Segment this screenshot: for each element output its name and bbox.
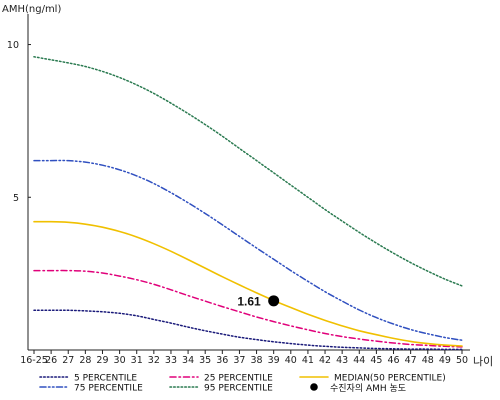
series-line-95-percentile [33,56,463,287]
series-lines [33,56,463,351]
x-tick-label: 45 [370,355,382,366]
x-tick-label: 43 [336,355,348,366]
x-tick-label: 35 [199,355,211,366]
y-axis-title: AMH(ng/ml) [2,4,61,15]
x-tick-label: 29 [96,355,108,366]
x-tick-label: 41 [302,355,314,366]
patient-amh-point [268,295,280,307]
series-line-25-percentile [33,269,463,348]
y-ticks: 5 10 [7,40,31,204]
series-line-5-percentile [33,309,463,351]
series-line-median-50-percentile [33,220,463,347]
legend-label-95-percentile: 95 PERCENTILE [204,384,273,394]
x-tick-label: 42 [319,355,331,366]
x-tick-label: 40 [285,355,297,366]
x-tick-label: 27 [62,355,74,366]
legend-label-5-percentile: 5 PERCENTILE [74,374,137,384]
legend-swatch-patient-amh [310,383,318,391]
x-tick-label: 26 [45,355,57,366]
x-tick-label: 50 [456,355,468,366]
patient-marker: 1.61 [237,294,280,308]
x-tick-label: 33 [165,355,177,366]
x-tick-label: 39 [268,355,280,366]
x-tick-label: 32 [148,355,160,366]
x-tick-label: 44 [353,355,365,366]
x-tick-label: 31 [131,355,143,366]
x-tick-label: 36 [216,355,228,366]
legend-label-median-50-percentile: MEDIAN(50 PERCENTILE) [334,374,446,384]
y-tick-label: 10 [7,40,19,51]
legend-label-75-percentile: 75 PERCENTILE [74,384,143,394]
chart-axes [27,14,470,351]
x-tick-label: 47 [405,355,417,366]
x-tick-label: 46 [387,355,399,366]
x-tick-label: 30 [114,355,126,366]
x-axis-title: 나이 [473,355,493,368]
y-tick-label: 5 [13,193,19,204]
legend-label-patient-amh: 수진자의 AMH 농도 [330,383,406,394]
x-tick-label: 28 [79,355,91,366]
x-tick-label: 49 [439,355,451,366]
x-tick-label: 16-25 [20,355,48,366]
x-tick-label: 38 [251,355,263,366]
x-tick-label: 48 [422,355,434,366]
x-tick-label: 37 [233,355,245,366]
series-line-75-percentile [33,159,463,341]
legend: 5 PERCENTILE 25 PERCENTILE MEDIAN(50 PERCE… [39,374,446,394]
legend-label-25-percentile: 25 PERCENTILE [204,374,273,384]
patient-amh-value-label: 1.61 [237,294,261,308]
x-tick-label: 34 [182,355,194,366]
